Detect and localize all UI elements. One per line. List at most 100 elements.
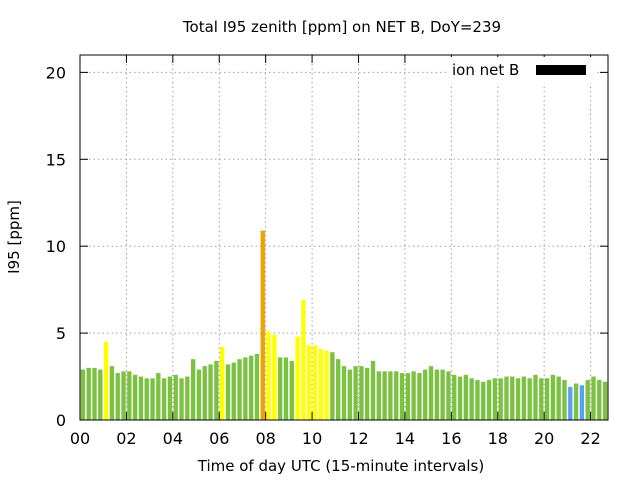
bar — [452, 374, 457, 420]
bar — [365, 367, 370, 420]
bar — [602, 381, 608, 420]
y-tick-label: 15 — [46, 150, 66, 169]
bar — [521, 376, 527, 420]
bar — [591, 376, 596, 420]
x-tick-label: 10 — [302, 429, 322, 448]
bar — [562, 380, 567, 420]
x-tick-label: 18 — [488, 429, 508, 448]
x-tick-label: 14 — [395, 429, 415, 448]
bar — [80, 369, 86, 420]
bar — [376, 371, 381, 420]
x-tick-label: 08 — [255, 429, 275, 448]
bar — [190, 359, 196, 420]
bar — [579, 385, 585, 420]
bar — [481, 381, 486, 420]
bar — [405, 373, 410, 420]
bar — [463, 374, 469, 420]
bar — [428, 366, 434, 420]
bar — [248, 355, 254, 420]
bar — [318, 348, 323, 420]
bar — [132, 374, 138, 420]
bar — [382, 371, 387, 420]
bar — [92, 367, 97, 420]
bar — [336, 359, 341, 420]
bar — [295, 336, 300, 420]
plot-frame — [79, 54, 609, 421]
bar — [330, 352, 335, 420]
bar — [492, 378, 498, 420]
bar — [388, 371, 393, 420]
bar — [347, 369, 352, 420]
y-tick-label: 5 — [56, 324, 66, 343]
bar — [173, 374, 178, 420]
legend-label: ion net B — [452, 61, 519, 79]
bar — [434, 369, 440, 420]
y-tick-label: 10 — [46, 237, 66, 256]
bar — [237, 359, 242, 420]
bar — [214, 360, 219, 420]
bar — [423, 369, 428, 420]
ticks — [79, 55, 608, 421]
bar — [156, 373, 161, 420]
bar — [510, 376, 515, 420]
x-tick-label: 12 — [348, 429, 368, 448]
legend-swatch — [536, 65, 586, 75]
bar — [150, 378, 155, 420]
bar — [498, 378, 503, 420]
bars — [80, 230, 608, 420]
bar — [127, 371, 132, 420]
bar — [254, 353, 260, 420]
x-tick-label: 00 — [70, 429, 90, 448]
bar — [115, 373, 120, 420]
bar — [504, 376, 509, 420]
bar — [399, 373, 405, 420]
bar — [475, 380, 480, 420]
legend: ion net B — [447, 57, 597, 83]
bar — [208, 364, 213, 420]
bar — [231, 362, 236, 420]
bar — [109, 366, 115, 420]
bar — [301, 300, 306, 420]
x-tick-label: 22 — [580, 429, 600, 448]
bar — [341, 366, 347, 420]
bar — [573, 383, 579, 420]
bar — [324, 350, 329, 420]
bar — [411, 371, 416, 420]
y-tick-label: 0 — [56, 411, 66, 430]
bar — [446, 371, 451, 420]
bar — [394, 371, 399, 420]
bar — [121, 371, 126, 420]
bar — [283, 357, 289, 420]
bar — [469, 378, 474, 420]
bar — [167, 376, 173, 420]
x-tick-label: 06 — [209, 429, 229, 448]
x-tick-label: 16 — [441, 429, 461, 448]
bar — [225, 364, 231, 420]
bar — [138, 376, 144, 420]
bar — [266, 331, 271, 420]
bar — [556, 376, 561, 420]
bar — [103, 341, 109, 420]
bar — [486, 380, 492, 420]
bar — [289, 360, 294, 420]
chart-title: Total I95 zenith [ppm] on NET B, DoY=239 — [182, 18, 501, 36]
bar — [161, 378, 167, 420]
bar — [202, 366, 207, 420]
bar — [440, 369, 445, 420]
bar — [196, 369, 202, 420]
tick-labels: 0 5 10 15 20 00 02 04 06 08 10 12 14 16 18 20 22 — [46, 63, 601, 448]
bar — [539, 378, 544, 420]
x-tick-label: 20 — [534, 429, 554, 448]
bar — [359, 366, 364, 420]
bar — [457, 376, 463, 420]
x-tick-label: 02 — [116, 429, 136, 448]
bar — [568, 386, 573, 420]
bar — [370, 360, 376, 420]
bar — [515, 378, 521, 420]
bar — [243, 357, 248, 420]
bar — [527, 378, 532, 420]
bar — [353, 366, 358, 420]
bar — [278, 357, 283, 420]
bar — [597, 380, 602, 420]
